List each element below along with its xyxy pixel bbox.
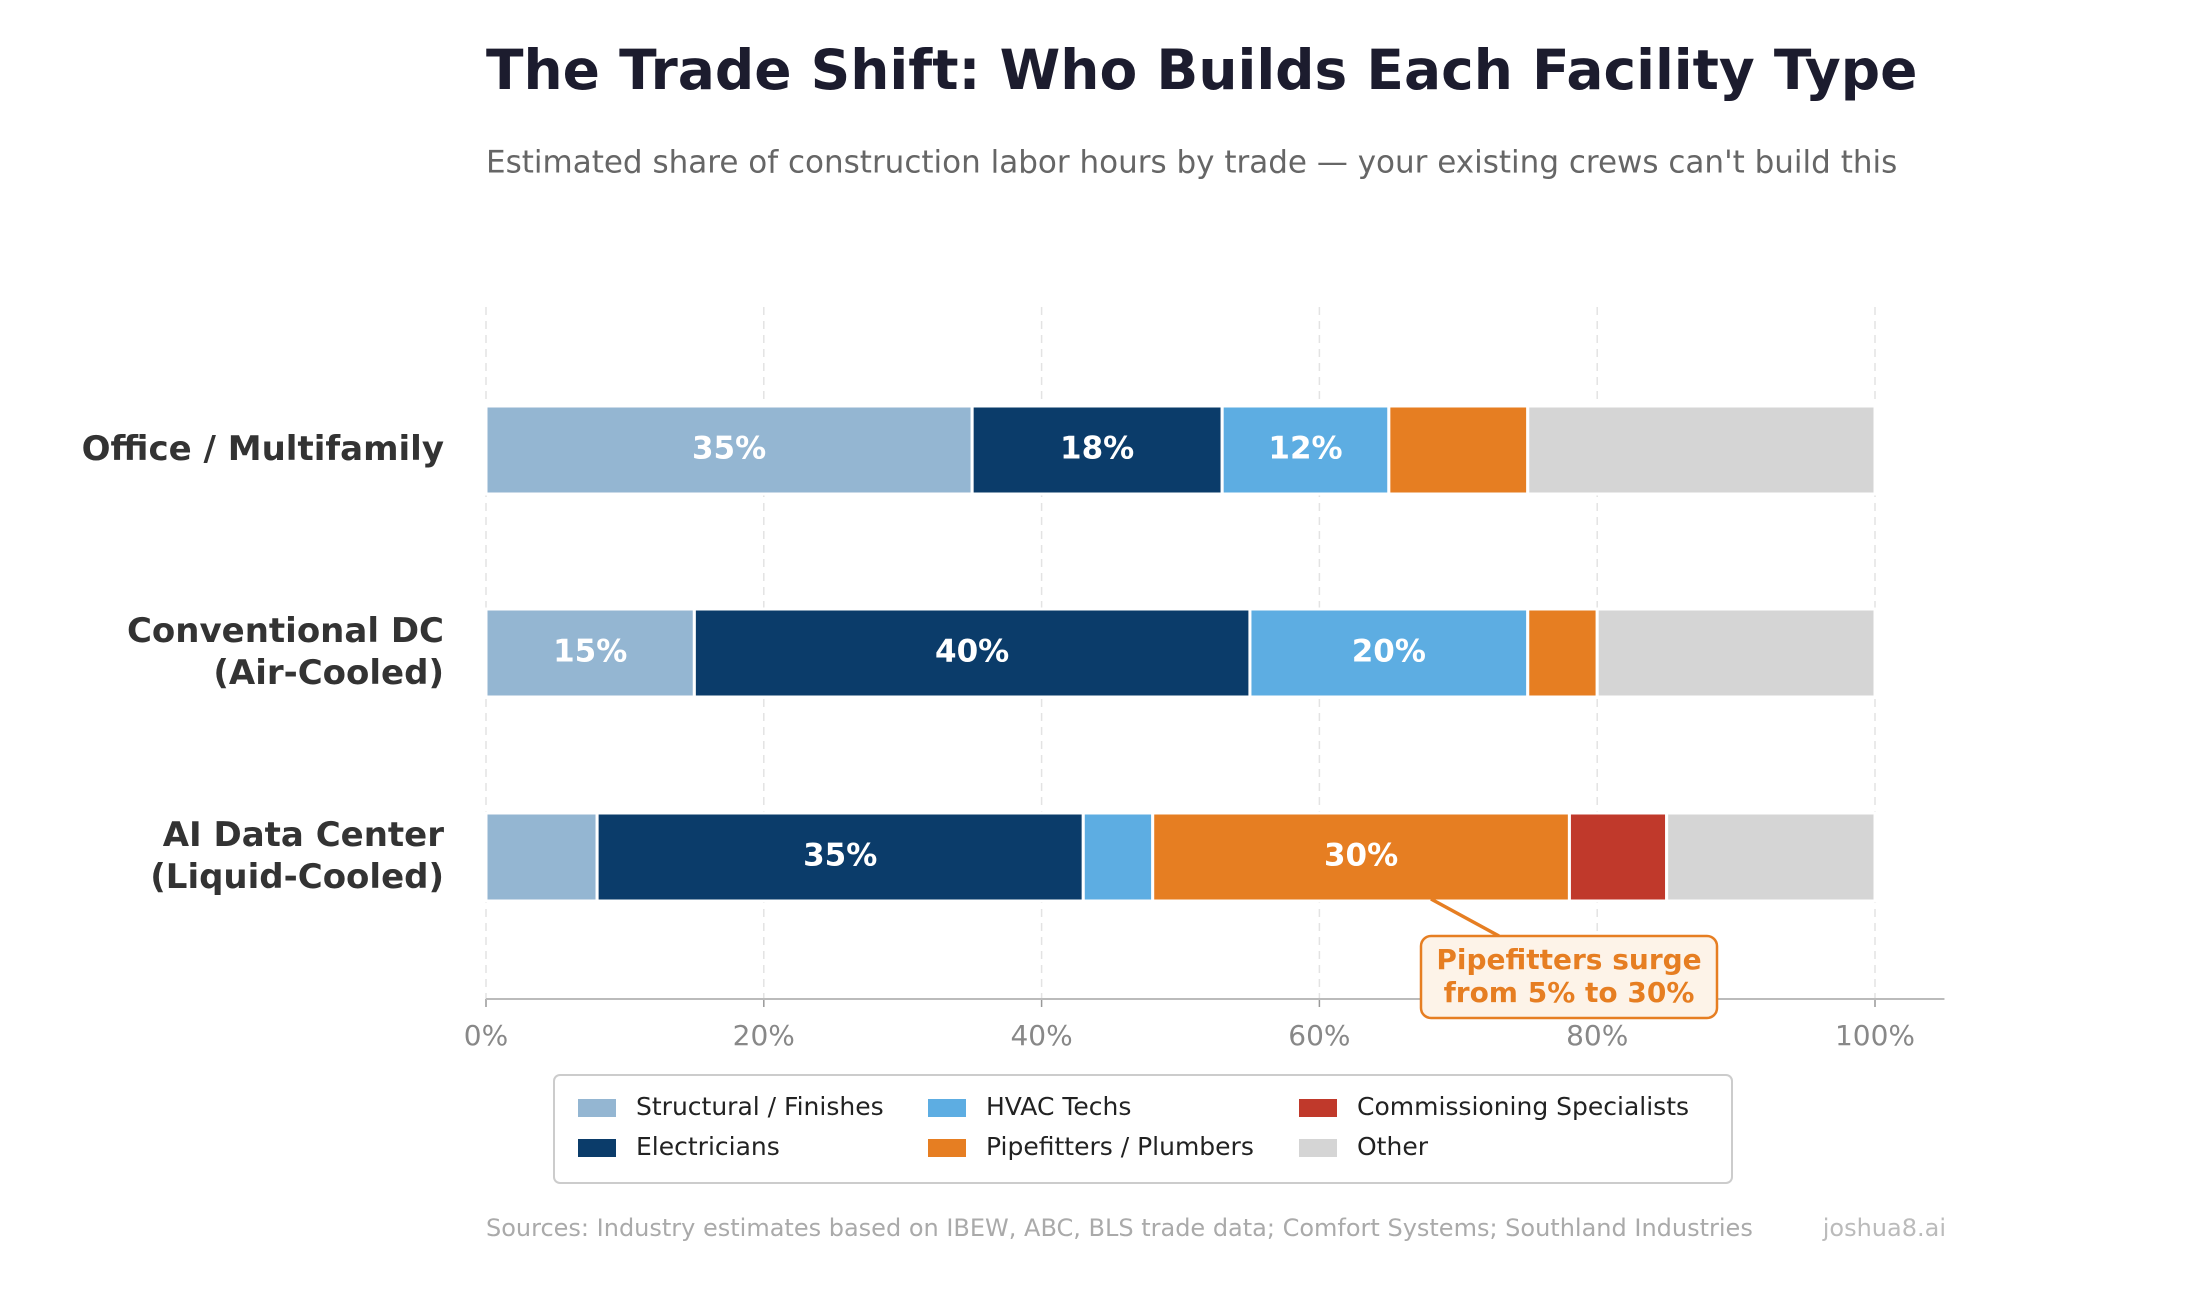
bar-segment (1526, 404, 1877, 496)
bar-segment (484, 811, 599, 903)
value-label: 12% (1268, 431, 1342, 467)
bar-segment (1595, 607, 1877, 699)
x-tick-label: 100% (1835, 1019, 1915, 1052)
bar-segment (1526, 607, 1599, 699)
legend-label: Commissioning Specialists (1357, 1092, 1689, 1121)
y-tick-label: AI Data Center (Liquid-Cooled) (150, 815, 444, 897)
legend-swatch (1299, 1139, 1337, 1157)
legend-label: Structural / Finishes (636, 1092, 884, 1121)
legend-swatch (578, 1139, 616, 1157)
legend-label: Pipefitters / Plumbers (986, 1132, 1254, 1161)
annotation-text: from 5% to 30% (1444, 976, 1695, 1009)
value-label: 15% (553, 634, 627, 670)
value-label: 35% (803, 838, 877, 874)
legend-swatch (578, 1099, 616, 1117)
source-note: Sources: Industry estimates based on IBE… (486, 1214, 1753, 1242)
legend-swatch (928, 1099, 966, 1117)
bar-segment (484, 607, 696, 699)
value-label: 20% (1352, 634, 1426, 670)
legend-swatch (1299, 1099, 1337, 1117)
bar-segment (484, 404, 974, 496)
bar-segment (1665, 811, 1877, 903)
chart-title: The Trade Shift: Who Builds Each Facilit… (486, 38, 1917, 102)
bar-segment (692, 607, 1252, 699)
value-label: 35% (692, 431, 766, 467)
bar-segment (1567, 811, 1669, 903)
x-tick-label: 0% (464, 1019, 508, 1052)
annotation-arrow (1430, 897, 1500, 938)
bar-segment (970, 404, 1224, 496)
x-tick-label: 80% (1566, 1019, 1628, 1052)
legend-label: HVAC Techs (986, 1092, 1131, 1121)
bar-segment (595, 811, 1085, 903)
y-tick-label: Office / Multifamily (82, 429, 444, 469)
legend-label: Electricians (636, 1132, 780, 1161)
bar-segment (1081, 811, 1155, 903)
chart-subtitle: Estimated share of construction labor ho… (486, 145, 1897, 181)
legend-label: Other (1357, 1132, 1429, 1161)
y-tick-label: Conventional DC (Air-Cooled) (127, 611, 444, 693)
x-tick-label: 40% (1010, 1019, 1072, 1052)
annotation-box (1419, 934, 1719, 1020)
value-label: 30% (1324, 838, 1398, 874)
legend-box (553, 1074, 1733, 1184)
annotation-text: Pipefitters surge (1436, 943, 1701, 976)
bar-segment (1248, 607, 1530, 699)
bar-segment (1387, 404, 1530, 496)
watermark: joshua8.ai (1822, 1214, 1946, 1242)
value-label: 18% (1060, 431, 1134, 467)
value-label: 40% (935, 634, 1009, 670)
x-tick-label: 20% (733, 1019, 795, 1052)
x-tick-label: 60% (1288, 1019, 1350, 1052)
legend-swatch (928, 1139, 966, 1157)
